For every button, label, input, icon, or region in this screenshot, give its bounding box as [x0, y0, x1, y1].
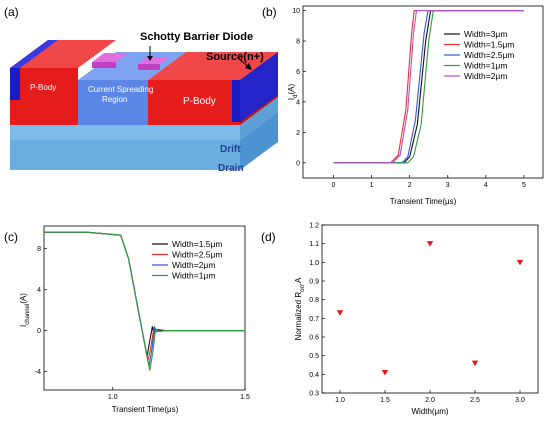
chart-c-ytick-label: 8 — [37, 246, 41, 253]
chart-b-frame — [302, 5, 544, 179]
chart-b-xtick-label: 1 — [370, 182, 374, 189]
panel-a-device: (a) Schotty Barrie — [4, 5, 278, 174]
chart-b-ytick-label: 10 — [292, 8, 300, 15]
contact-left-top — [92, 53, 128, 62]
chart-d-ylabel: Normalized Ron,A — [294, 277, 306, 340]
chart-d-point — [426, 241, 434, 247]
chart-d-xtick-label: 1.0 — [335, 397, 345, 404]
panel-b-label: (b) — [262, 5, 277, 19]
label-pbody-right: P-Body — [183, 96, 216, 107]
chart-c-ytick-label: -4 — [35, 369, 41, 376]
chart-d-point — [336, 310, 344, 316]
label-pbody-left: P-Body — [30, 83, 56, 92]
contact-right — [138, 64, 160, 70]
chart-d-ytick-label: 0.9 — [309, 279, 319, 286]
chart-c-legend-label: Width=1μm — [172, 271, 215, 281]
chart-d-xtick-label: 1.5 — [380, 397, 390, 404]
drain-layer-front — [10, 140, 240, 170]
chart-b-legend-label: Width=3μm — [464, 29, 507, 39]
label-csr-2: Region — [102, 95, 127, 104]
chart-d-ytick-label: 0.7 — [309, 316, 319, 323]
chart-b-legend-label: Width=1μm — [464, 61, 507, 71]
chart-b-legend-label: Width=2μm — [464, 71, 507, 81]
panel-c-label: (c) — [4, 230, 18, 244]
chart-d-ytick-label: 0.5 — [309, 353, 319, 360]
chart-d-ytick-label: 1.2 — [309, 223, 319, 230]
drain-layer-side — [240, 112, 278, 170]
chart-c-ytick-label: 4 — [37, 287, 41, 294]
chart-c-legend-label: Width=1.5μm — [172, 239, 223, 249]
chart-d-xlabel: Width(μm) — [411, 407, 448, 416]
chart-b-ytick-label: 0 — [296, 160, 300, 167]
chart-d-point — [516, 259, 524, 266]
chart-c-series-3 — [44, 231, 245, 371]
chart-d-point — [471, 360, 479, 367]
chart-c-legend-label: Width=2μm — [172, 260, 215, 270]
chart-d-ytick-label: 0.4 — [309, 372, 319, 379]
drift-layer-side — [240, 97, 278, 140]
chart-b-xtick-label: 5 — [522, 182, 526, 189]
chart-c-legend-label: Width=2.5μm — [172, 250, 223, 260]
chart-d-xtick-label: 2.5 — [470, 397, 480, 404]
source-left-top — [10, 40, 58, 68]
source-left — [10, 68, 20, 100]
pbody-right-front — [148, 80, 240, 125]
chart-b-ytick-label: 6 — [296, 69, 300, 76]
source-right-side — [240, 52, 278, 122]
source-right — [232, 80, 242, 122]
chart-b-legend-label: Width=2.5μm — [464, 50, 515, 60]
schottky-arrowhead — [147, 56, 153, 61]
panel-d-label: (d) — [261, 230, 276, 244]
chart-b-ytick-label: 4 — [296, 99, 300, 106]
label-drift: Drift — [220, 144, 241, 155]
chart-b-series-4 — [333, 10, 524, 164]
chart-d-ytick-label: 1.1 — [309, 241, 319, 248]
chart-b-ytick-label: 2 — [296, 130, 300, 137]
label-drain: Drain — [218, 163, 244, 174]
chart-d-ytick-label: 0.3 — [309, 391, 319, 398]
chart-b-xtick-label: 2 — [408, 182, 412, 189]
chart-d-ytick-label: 1.0 — [309, 260, 319, 267]
pbody-right-top — [148, 52, 278, 80]
chart-b-legend-label: Width=1.5μm — [464, 40, 515, 50]
label-schottky: Schotty Barrier Diode — [140, 31, 253, 43]
chart-d-frame — [321, 224, 539, 394]
chart-c-ylabel: Ichannel(A) — [19, 293, 31, 327]
chart-b-xtick-label: 3 — [446, 182, 450, 189]
chart-d-ytick-label: 0.8 — [309, 297, 319, 304]
panel-d-chart: (d) 1.0 1.5 2.0 2.5 3.0 0.3 0.4 0.5 0.6 0.7 0.8 0.9… — [261, 223, 539, 416]
chart-c-ytick-label: 0 — [37, 328, 41, 335]
chart-b-xtick-label: 0 — [332, 182, 336, 189]
chart-c-xtick-label: 1.0 — [108, 394, 118, 401]
chart-d-xtick-label: 3.0 — [515, 397, 525, 404]
chart-b-ylabel: Id(A) — [287, 84, 299, 101]
chart-c-frame — [43, 225, 246, 391]
contact-right-top — [138, 57, 170, 64]
chart-d-xtick-label: 2.0 — [425, 397, 435, 404]
label-csr-1: Current Spreading — [88, 85, 153, 94]
pbody-left-top — [10, 40, 116, 68]
contact-left — [92, 62, 116, 68]
chart-c-xlabel: Transient Time(μs) — [112, 405, 179, 414]
source-arrowhead — [245, 63, 252, 70]
drift-layer-front — [10, 125, 240, 140]
chart-b-xtick-label: 4 — [484, 182, 488, 189]
panel-a-label: (a) — [4, 5, 19, 19]
chart-d-point — [381, 369, 389, 376]
label-source: Source(n+) — [206, 51, 264, 63]
chart-d-ytick-label: 0.6 — [309, 335, 319, 342]
pbody-left-front — [10, 68, 78, 125]
chart-c-xtick-label: 1.5 — [240, 394, 250, 401]
chart-b-ytick-label: 8 — [296, 39, 300, 46]
csr-front — [78, 80, 148, 125]
chart-b-xlabel: Transient Time(μs) — [390, 197, 457, 206]
